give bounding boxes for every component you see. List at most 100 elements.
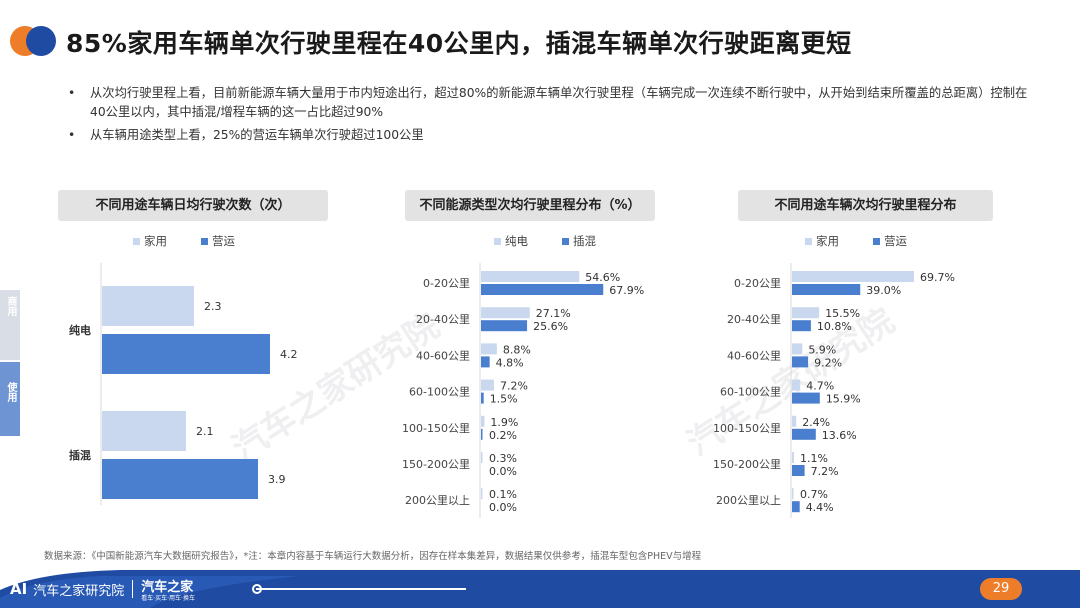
chart2-value-label: 0.3% <box>489 452 517 465</box>
bullet-item: 从车辆用途类型上看，25%的营运车辆单次行驶超过100公里 <box>68 126 1028 145</box>
chart3-value-label: 9.2% <box>814 356 842 369</box>
side-tab-label: 商用 <box>5 296 16 316</box>
chart3-value-label: 39.0% <box>866 284 901 297</box>
chart1-legend: 家用 营运 <box>133 233 269 249</box>
legend-label: 纯电 <box>505 234 528 248</box>
chart3-bar <box>792 415 797 427</box>
chart3-category-label: 200公里以上 <box>716 494 781 507</box>
logo-divider <box>132 580 134 598</box>
footer-line <box>256 588 466 590</box>
chart1-value-label: 3.9 <box>268 473 286 486</box>
chart2-bar <box>481 307 530 319</box>
legend-swatch <box>873 237 880 245</box>
chart1-value-label: 2.1 <box>196 425 214 438</box>
bullet-item: 从次均行驶里程上看，目前新能源车辆大量用于市内短途出行，超过80%的新能源车辆单… <box>68 84 1028 122</box>
chart2-bar <box>481 271 580 282</box>
chart3-bar <box>792 356 809 368</box>
chart3-legend: 家用 营运 <box>805 233 941 249</box>
chart2-category-label: 0-20公里 <box>423 277 470 290</box>
chart3-value-label: 13.6% <box>822 429 857 442</box>
chart2-bar <box>481 415 485 427</box>
legend-label: 营运 <box>884 234 907 248</box>
brand-dots-logo <box>10 24 60 58</box>
chart2-value-label: 7.2% <box>500 380 528 393</box>
side-tab-label: 使用 <box>5 382 16 402</box>
legend-swatch <box>494 237 501 245</box>
chart3-bar <box>792 307 820 319</box>
chart3-bar <box>792 271 914 282</box>
chart2-value-label: 27.1% <box>536 307 571 320</box>
chart2-bar <box>481 320 528 332</box>
chart2-value-label: 0.2% <box>489 429 517 442</box>
chart3-bar <box>792 501 800 513</box>
chart1-category-label: 纯电 <box>69 323 91 337</box>
chart3-value-label: 15.9% <box>826 393 861 406</box>
chart2-value-label: 0.1% <box>489 488 517 501</box>
chart1-value-label: 2.3 <box>204 300 222 313</box>
legend-item: 营运 <box>201 233 235 249</box>
chart2-value-label: 4.8% <box>496 356 524 369</box>
legend-item: 营运 <box>873 233 907 249</box>
chart2-bar <box>481 488 483 500</box>
page-title: 85%家用车辆单次行驶里程在40公里内，插混车辆单次行驶距离更短 <box>66 29 852 58</box>
chart3-bar <box>792 320 811 332</box>
chart2-category-label: 60-100公里 <box>409 386 470 399</box>
chart3-title: 不同用途车辆次均行驶里程分布 <box>738 190 993 221</box>
legend-label: 家用 <box>144 234 167 248</box>
page-number: 29 <box>980 578 1022 600</box>
legend-swatch <box>562 237 569 245</box>
chart2-value-label: 67.9% <box>609 284 644 297</box>
side-tab-usage: 使用 <box>0 362 20 436</box>
footer-logos: AI 汽车之家研究院 汽车之家 看车·买车·用车·换车 <box>10 576 195 602</box>
chart1-category-label: 插混 <box>69 448 91 462</box>
ai-logo-icon: AI <box>10 580 28 598</box>
chart1-bar <box>102 411 186 451</box>
chart3-category-label: 0-20公里 <box>734 277 781 290</box>
chart3-category-label: 60-100公里 <box>720 386 781 399</box>
chart3-bar <box>792 284 861 295</box>
legend-item: 家用 <box>133 233 167 249</box>
chart3-bar <box>792 465 805 476</box>
side-tab-commercial: 商用 <box>0 290 20 360</box>
chart1-bar <box>102 286 194 326</box>
chart1-bar <box>102 459 258 499</box>
chart2-bar <box>481 284 604 295</box>
chart2-bar <box>481 343 497 355</box>
autohome-brand-name: 汽车之家 <box>141 580 194 595</box>
bullet-list: 从次均行驶里程上看，目前新能源车辆大量用于市内短途出行，超过80%的新能源车辆单… <box>68 84 1028 149</box>
legend-swatch <box>201 237 208 245</box>
chart3-bar <box>792 488 794 500</box>
chart3-category-label: 150-200公里 <box>713 458 781 471</box>
chart3-value-label: 10.8% <box>817 320 852 333</box>
chart1-title: 不同用途车辆日均行驶次数（次） <box>58 190 328 221</box>
chart3-value-label: 7.2% <box>811 465 839 478</box>
chart2-legend: 纯电 插混 <box>494 233 630 249</box>
chart2-bar <box>481 356 490 368</box>
autohome-brand-slogan: 看车·买车·用车·换车 <box>141 595 195 602</box>
chart2-bar <box>481 392 484 404</box>
chart3-value-label: 5.9% <box>808 343 836 356</box>
chart2-bar <box>481 452 483 463</box>
legend-item: 纯电 <box>494 233 528 249</box>
legend-swatch <box>805 237 812 245</box>
chart2-value-label: 0.0% <box>489 501 517 514</box>
chart3-bar <box>792 379 801 391</box>
chart3-value-label: 0.7% <box>800 488 828 501</box>
chart3-value-label: 4.4% <box>806 501 834 514</box>
chart2-category-label: 150-200公里 <box>402 458 470 471</box>
chart2-value-label: 1.5% <box>490 393 518 406</box>
chart2-value-label: 1.9% <box>490 416 518 429</box>
chart3-value-label: 15.5% <box>825 307 860 320</box>
chart2-title: 不同能源类型次均行驶里程分布（%） <box>405 190 655 221</box>
chart2-category-label: 20-40公里 <box>416 313 470 326</box>
legend-label: 家用 <box>816 234 839 248</box>
chart3-value-label: 69.7% <box>920 271 955 284</box>
footer-band <box>0 570 1080 608</box>
chart3-value-label: 1.1% <box>800 452 828 465</box>
chart3-bar <box>792 428 816 440</box>
chart3-value-label: 2.4% <box>802 416 830 429</box>
chart2-category-label: 200公里以上 <box>405 494 470 507</box>
legend-item: 插混 <box>562 233 596 249</box>
chart2-bar <box>481 379 494 391</box>
